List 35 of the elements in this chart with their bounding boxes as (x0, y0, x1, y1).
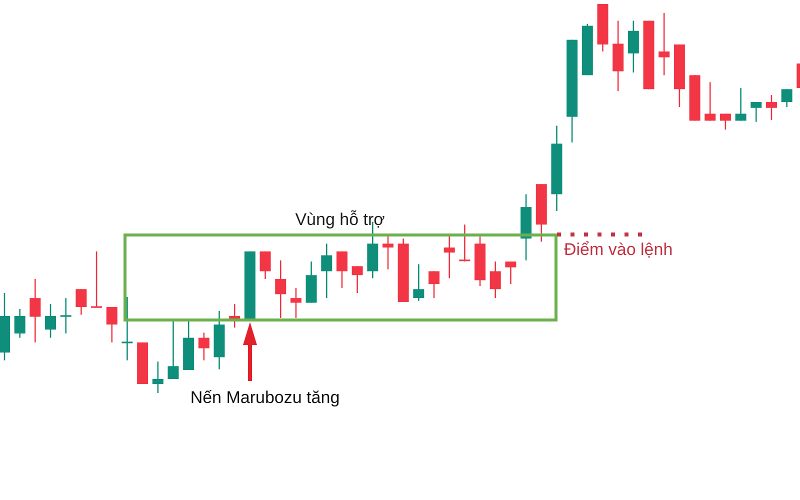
candlestick (490, 260, 501, 299)
candlestick (290, 287, 302, 319)
candlestick (735, 87, 746, 122)
candlestick (628, 20, 639, 74)
candlestick (152, 360, 164, 393)
candlestick (505, 260, 516, 285)
candlestick (704, 82, 716, 122)
annotation: Điểm vào lệnh (564, 240, 673, 259)
candlestick (459, 224, 470, 262)
candlestick (275, 260, 286, 319)
candlestick (198, 332, 210, 361)
candlestick (720, 113, 731, 130)
candlestick (766, 94, 777, 121)
candlestick (352, 266, 363, 294)
candlestick (428, 270, 440, 299)
candlestick (30, 278, 41, 344)
candlestick (91, 250, 102, 308)
candlestick (168, 319, 179, 380)
candlestick (260, 250, 271, 280)
candlestick (382, 234, 394, 270)
candlestick (76, 288, 87, 316)
candlestick (750, 101, 762, 123)
candlestick (60, 297, 72, 334)
candlestick (122, 296, 133, 361)
candlestick (444, 234, 455, 279)
candlestick (321, 242, 332, 299)
annotation: Vùng hỗ trợ (295, 210, 385, 229)
candlestick (336, 250, 348, 289)
candlestick (106, 306, 118, 344)
candlestick (658, 12, 670, 76)
candlestick (413, 264, 424, 302)
candlestick (14, 308, 26, 338)
candlestick (45, 303, 56, 338)
candlestick (781, 88, 792, 108)
annotation: Nến Marubozu tăng (190, 388, 340, 407)
